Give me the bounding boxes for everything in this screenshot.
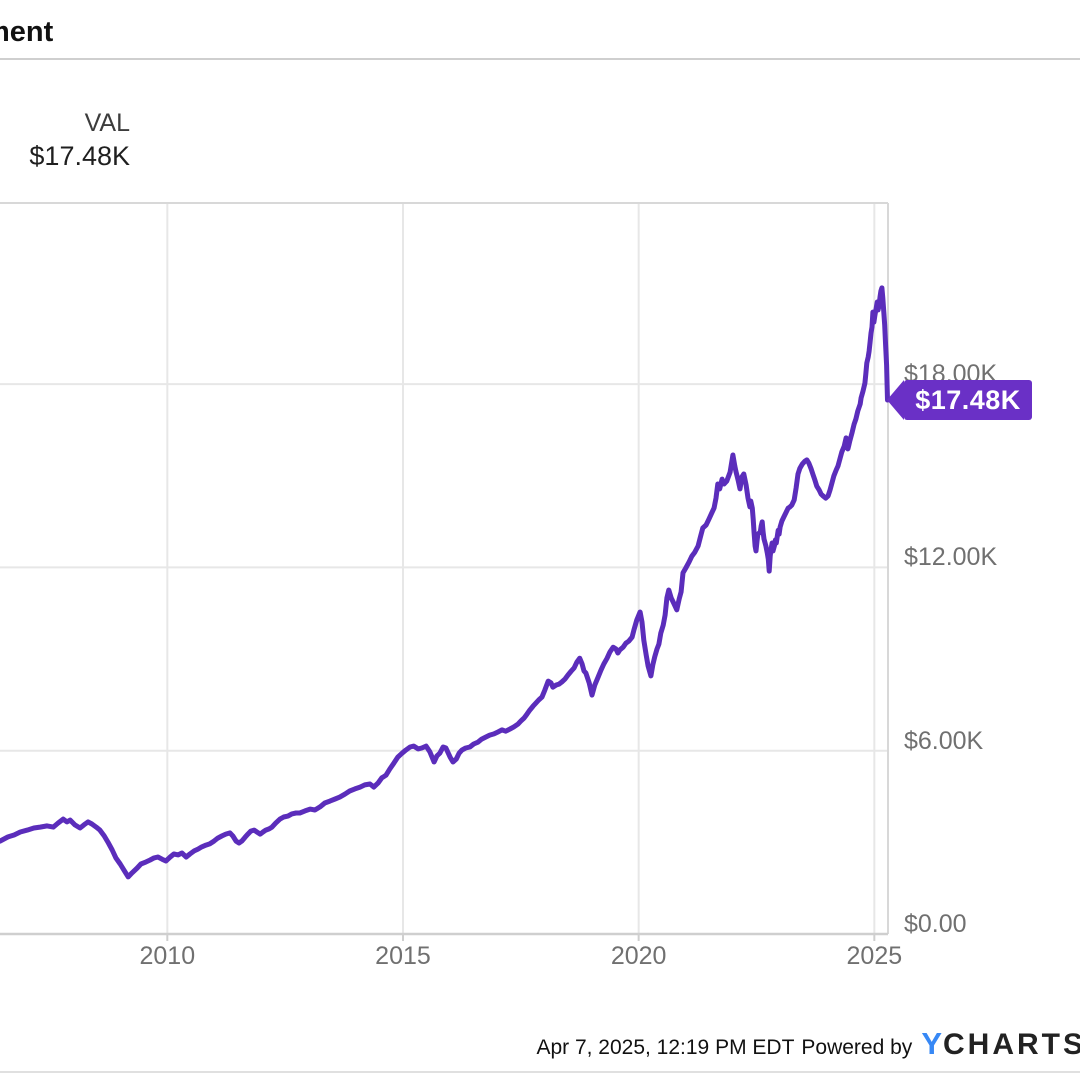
badge-label: $17.48K bbox=[904, 380, 1032, 421]
ycharts-logo[interactable]: YCHARTS bbox=[921, 1026, 1080, 1062]
timestamp: Apr 7, 2025, 12:19 PM EDT bbox=[536, 1036, 795, 1059]
bottom-divider bbox=[0, 1071, 1080, 1073]
ycharts-logo-y: Y bbox=[921, 1026, 943, 1061]
ycharts-logo-text: CHARTS bbox=[943, 1028, 1080, 1061]
chart-title-fragment: ment bbox=[0, 16, 54, 48]
value-series-line bbox=[0, 285, 890, 880]
badge-arrow-tip bbox=[887, 380, 904, 421]
current-value-badge: $17.48K bbox=[887, 380, 1032, 421]
legend-val-header: VAL bbox=[84, 109, 130, 137]
powered-by-label: Powered by bbox=[801, 1036, 913, 1059]
title-divider bbox=[0, 58, 1080, 60]
chart-footer: Apr 7, 2025, 12:19 PM EDT Powered by YCH… bbox=[536, 1026, 1080, 1062]
chart-legend: VAL $17.48K bbox=[0, 108, 130, 172]
legend-val-value: $17.48K bbox=[29, 141, 130, 171]
